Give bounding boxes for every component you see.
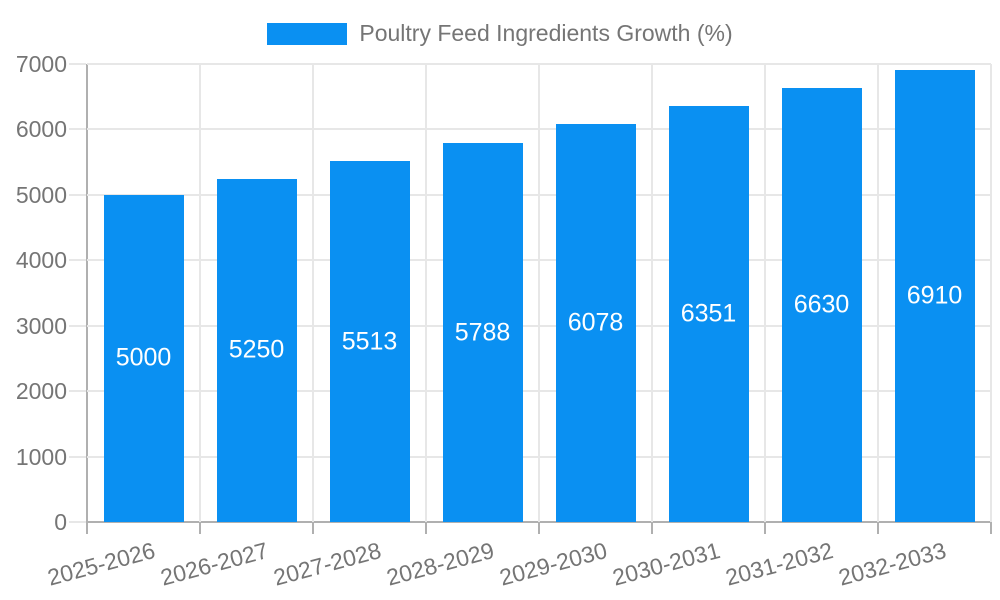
- bar-value-label: 6630: [793, 290, 850, 319]
- y-axis-tick-label: 3000: [15, 312, 67, 339]
- bar-category-slot: 5513: [313, 64, 426, 522]
- y-axis-tick: [69, 128, 86, 131]
- bar: 6078: [555, 124, 636, 522]
- x-axis-tick-label: 2028-2029: [383, 537, 497, 591]
- x-axis-tick-label: 2030-2031: [609, 537, 723, 591]
- bar-value-label: 5788: [454, 318, 511, 347]
- legend-color-swatch: [267, 22, 348, 45]
- gridline-vertical: [425, 64, 427, 522]
- x-axis-tick: [425, 522, 427, 534]
- x-axis-tick-label: 2031-2032: [722, 537, 836, 591]
- y-axis-tick: [69, 390, 86, 393]
- x-axis-tick-label: 2027-2028: [270, 537, 384, 591]
- bar-category-slot: 6078: [539, 64, 652, 522]
- x-axis-tick: [199, 522, 201, 534]
- bar-value-label: 6910: [906, 281, 963, 310]
- y-axis-tick-label: 7000: [15, 51, 67, 77]
- bar-category-slot: 5250: [200, 64, 313, 522]
- gridline-vertical: [538, 64, 540, 522]
- gridline-vertical: [764, 64, 766, 522]
- gridline-vertical: [651, 64, 653, 522]
- bar-category-slot: 6910: [878, 64, 991, 522]
- x-axis-tick: [990, 522, 992, 534]
- bar: 6351: [668, 106, 749, 522]
- bar-series: 5000 5250 5513 5788 6078 6351 6630 6910: [87, 64, 991, 522]
- y-axis-line: [86, 64, 88, 534]
- x-axis-tick-label: 2029-2030: [496, 537, 610, 591]
- gridline-vertical: [877, 64, 879, 522]
- bar-category-slot: 6351: [652, 64, 765, 522]
- legend-label: Poultry Feed Ingredients Growth (%): [359, 20, 733, 46]
- x-axis-tick: [877, 522, 879, 534]
- y-axis-tick-label: 4000: [15, 247, 67, 274]
- bar-category-slot: 6630: [765, 64, 878, 522]
- x-axis-tick: [651, 522, 653, 534]
- y-axis-tick: [69, 193, 86, 196]
- x-axis-tick: [538, 522, 540, 534]
- y-axis-tick: [69, 259, 86, 262]
- y-axis-tick-label: 2000: [15, 378, 67, 405]
- gridline-vertical: [199, 64, 201, 522]
- x-axis-tick-label: 2032-2033: [835, 537, 949, 591]
- y-axis-tick: [69, 63, 86, 65]
- x-axis-tick-label: 2026-2027: [157, 537, 271, 591]
- x-axis-tick-label: 2025-2026: [44, 537, 158, 591]
- y-axis-tick-label: 6000: [15, 116, 67, 143]
- gridline-vertical: [990, 64, 992, 522]
- bar: 5513: [329, 161, 410, 522]
- y-axis-tick-label: 0: [54, 509, 67, 535]
- bar-category-slot: 5000: [87, 64, 200, 522]
- y-axis-tick: [69, 521, 86, 523]
- x-axis-tick: [764, 522, 766, 534]
- chart-legend: Poultry Feed Ingredients Growth (%): [0, 20, 1000, 47]
- bar: 5250: [216, 178, 297, 522]
- bar-value-label: 5513: [341, 327, 398, 356]
- bar-value-label: 6078: [567, 308, 624, 337]
- bar: 6630: [781, 88, 862, 522]
- bar-category-slot: 5788: [426, 64, 539, 522]
- y-axis-tick: [69, 455, 86, 458]
- y-axis-tick-label: 1000: [15, 443, 67, 470]
- bar-value-label: 5250: [228, 335, 285, 364]
- bar: 5000: [103, 194, 184, 522]
- x-axis-tick: [312, 522, 314, 534]
- bar: 5788: [442, 143, 523, 522]
- bar: 6910: [894, 69, 975, 522]
- y-axis-tick: [69, 324, 86, 327]
- gridline-vertical: [312, 64, 314, 522]
- bar-value-label: 6351: [680, 299, 737, 328]
- plot-area: 0 1000 2000 3000 4000 5000 6000 7000 5000 5250 551…: [16, 51, 992, 591]
- bar-value-label: 5000: [115, 343, 172, 372]
- y-axis-tick-label: 5000: [15, 181, 67, 208]
